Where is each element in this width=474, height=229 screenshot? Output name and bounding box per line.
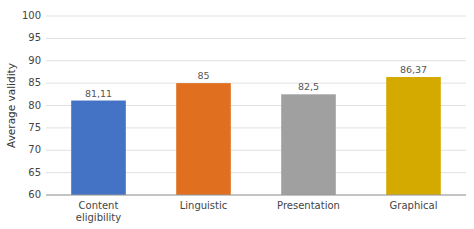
y-tick-label: 90 [28, 55, 41, 66]
bar [281, 94, 336, 195]
y-tick-label: 75 [28, 122, 41, 133]
y-tick-label: 100 [22, 10, 41, 21]
data-label: 86,37 [400, 64, 427, 75]
x-tick-label: Linguistic [180, 200, 228, 211]
y-tick-label: 70 [28, 144, 41, 155]
bar [176, 83, 231, 195]
data-label: 85 [197, 70, 209, 81]
bar [386, 77, 441, 195]
data-label: 82,5 [298, 81, 319, 92]
bars [71, 77, 441, 195]
y-axis-label: Average validity [5, 63, 17, 148]
chart-container: 60 65 70 75 80 85 90 95 100 81,11 85 82,5 86,37 Conte… [0, 0, 474, 229]
chart-svg: 60 65 70 75 80 85 90 95 100 81,11 85 82,5 86,37 Conte… [0, 0, 474, 229]
x-tick-label: Presentation [277, 200, 340, 211]
grid-line [46, 16, 466, 17]
y-tick-label: 80 [28, 100, 41, 111]
y-tick-label: 65 [28, 167, 41, 178]
x-tick-label: Graphical [390, 200, 438, 211]
y-tick-label: 60 [28, 189, 41, 200]
x-axis-line [46, 195, 466, 196]
grid-line [46, 60, 466, 61]
y-tick-label: 95 [28, 32, 41, 43]
data-label: 81,11 [85, 88, 112, 99]
grid-line [46, 38, 466, 39]
grid-line [46, 195, 466, 196]
y-tick-label: 85 [28, 77, 41, 88]
bar [71, 101, 126, 195]
x-tick-label: Contenteligibility [76, 200, 121, 223]
